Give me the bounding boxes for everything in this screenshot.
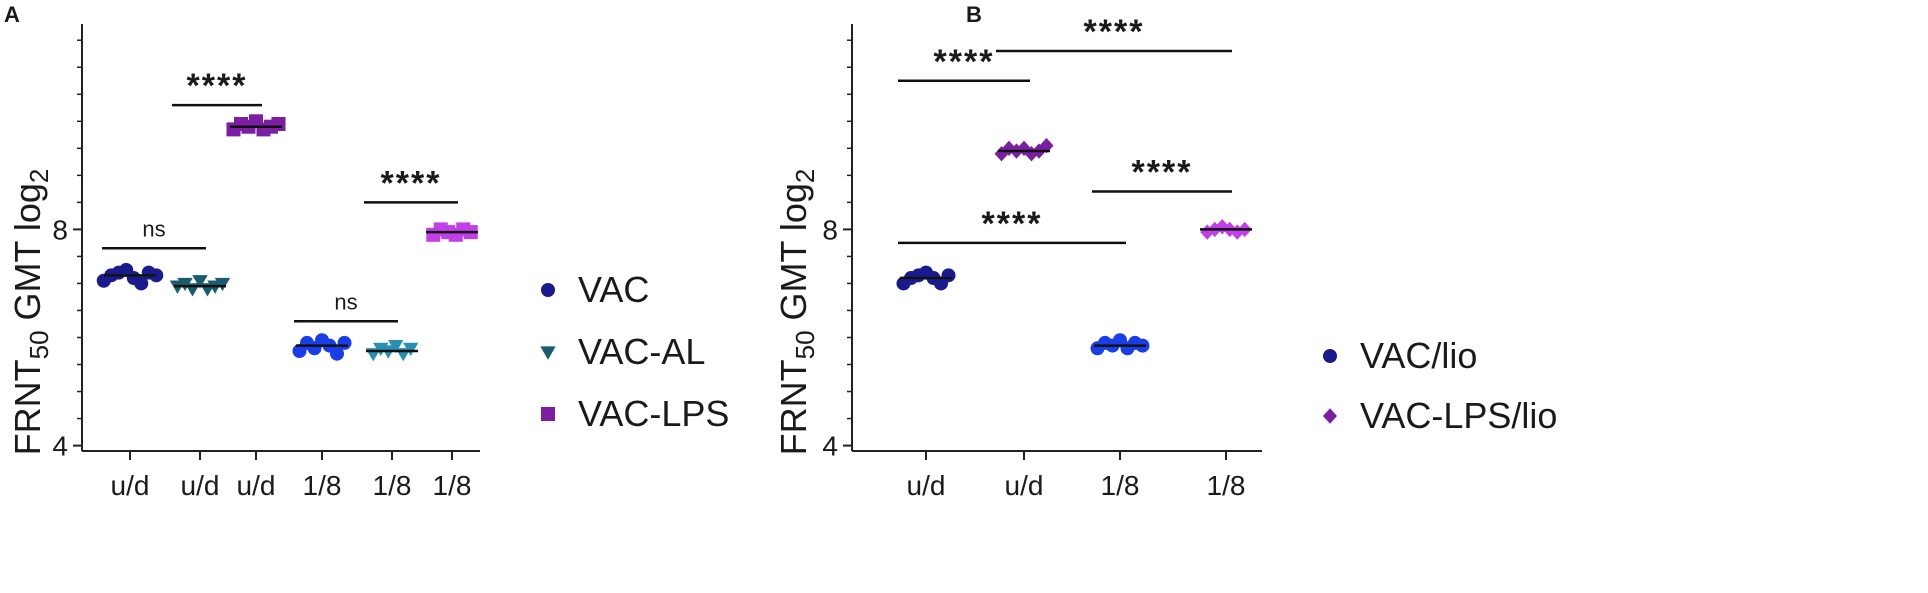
axes: 4 8 u/d u/d u/d 1/8 1/8 1/8 bbox=[52, 24, 480, 501]
comparison-label: **** bbox=[1132, 154, 1193, 192]
data-point bbox=[1039, 137, 1054, 154]
comparison-label: **** bbox=[982, 205, 1043, 243]
legend-marker bbox=[541, 283, 555, 297]
data-point bbox=[271, 116, 286, 131]
y-axis-label-subscript-2: 2 bbox=[790, 169, 820, 183]
comparisons: ns **** ns **** bbox=[102, 67, 458, 323]
data-point bbox=[941, 268, 956, 283]
y-tick-label: 8 bbox=[52, 214, 68, 245]
y-axis-label: FRNT50 GMT log2 bbox=[773, 169, 820, 456]
legend-label: VAC-LPS/lio bbox=[1360, 395, 1557, 436]
x-tick-label: 1/8 bbox=[303, 470, 342, 501]
y-axis-label: FRNT50 GMT log2 bbox=[7, 169, 54, 456]
x-tick-label: u/d bbox=[907, 470, 946, 501]
data-point bbox=[134, 276, 149, 291]
comparison-label: **** bbox=[934, 43, 995, 81]
y-axis-label-subscript-2: 2 bbox=[24, 169, 54, 183]
y-tick-label: 4 bbox=[52, 431, 68, 462]
y-axis-label-main: FRNT bbox=[773, 359, 814, 455]
x-tick-label: u/d bbox=[111, 470, 150, 501]
legend-marker bbox=[1323, 408, 1337, 424]
axes: 4 8 u/d u/d 1/8 1/8 bbox=[822, 24, 1262, 501]
y-axis-label-rest: GMT log bbox=[7, 183, 48, 330]
y-tick-label: 8 bbox=[822, 214, 838, 245]
legend-marker bbox=[540, 346, 556, 360]
x-tick-label: u/d bbox=[181, 470, 220, 501]
x-tick-label: 1/8 bbox=[1207, 470, 1246, 501]
legend-label: VAC-AL bbox=[578, 331, 705, 372]
legend-label: VAC-LPS bbox=[578, 393, 729, 434]
comparison-label: ns bbox=[334, 289, 357, 314]
panel-a: A FRNT50 GMT log2 4 8 u/d u/d u/d 1/8 1/8 1/8 n… bbox=[4, 2, 729, 501]
data-point bbox=[330, 346, 344, 361]
comparison-label: ns bbox=[142, 216, 165, 241]
data-point bbox=[214, 277, 231, 292]
legend-label: VAC/lio bbox=[1360, 335, 1477, 376]
x-tick-label: 1/8 bbox=[373, 470, 412, 501]
panel-label: A bbox=[4, 2, 20, 27]
legend-label: VAC bbox=[578, 269, 649, 310]
y-axis-label-main: FRNT bbox=[7, 359, 48, 455]
y-axis-label-rest: GMT log bbox=[773, 183, 814, 330]
data-point bbox=[388, 340, 404, 354]
data-points bbox=[896, 137, 1252, 356]
legend: VAC VAC-AL VAC-LPS bbox=[540, 269, 729, 434]
panel-label: B bbox=[966, 2, 982, 27]
data-point bbox=[337, 335, 352, 350]
data-point bbox=[192, 275, 208, 289]
data-points bbox=[96, 114, 478, 362]
x-tick-label: 1/8 bbox=[1101, 470, 1140, 501]
y-tick-label: 4 bbox=[822, 431, 838, 462]
y-axis-label-subscript: 50 bbox=[24, 330, 54, 359]
data-point bbox=[149, 268, 164, 283]
panel-b: B FRNT50 GMT log2 48u/d u/d 1/8 1/8 *******… bbox=[773, 2, 1557, 501]
legend-marker bbox=[541, 407, 555, 421]
data-point bbox=[1230, 224, 1245, 240]
x-tick-label: 1/8 bbox=[433, 470, 472, 501]
comparison-label: **** bbox=[1084, 13, 1145, 51]
comparison-label: **** bbox=[187, 67, 248, 105]
x-tick-label: u/d bbox=[237, 470, 276, 501]
legend-marker bbox=[1323, 349, 1337, 363]
x-tick-label: u/d bbox=[1005, 470, 1044, 501]
data-point bbox=[1200, 224, 1215, 240]
data-point bbox=[403, 342, 419, 357]
data-point bbox=[177, 277, 193, 292]
comparisons: **** **** **** **** bbox=[898, 13, 1232, 245]
y-axis-label-subscript: 50 bbox=[790, 330, 820, 359]
comparison-label: **** bbox=[381, 164, 442, 202]
legend: VAC/lio VAC-LPS/lio bbox=[1323, 335, 1557, 436]
